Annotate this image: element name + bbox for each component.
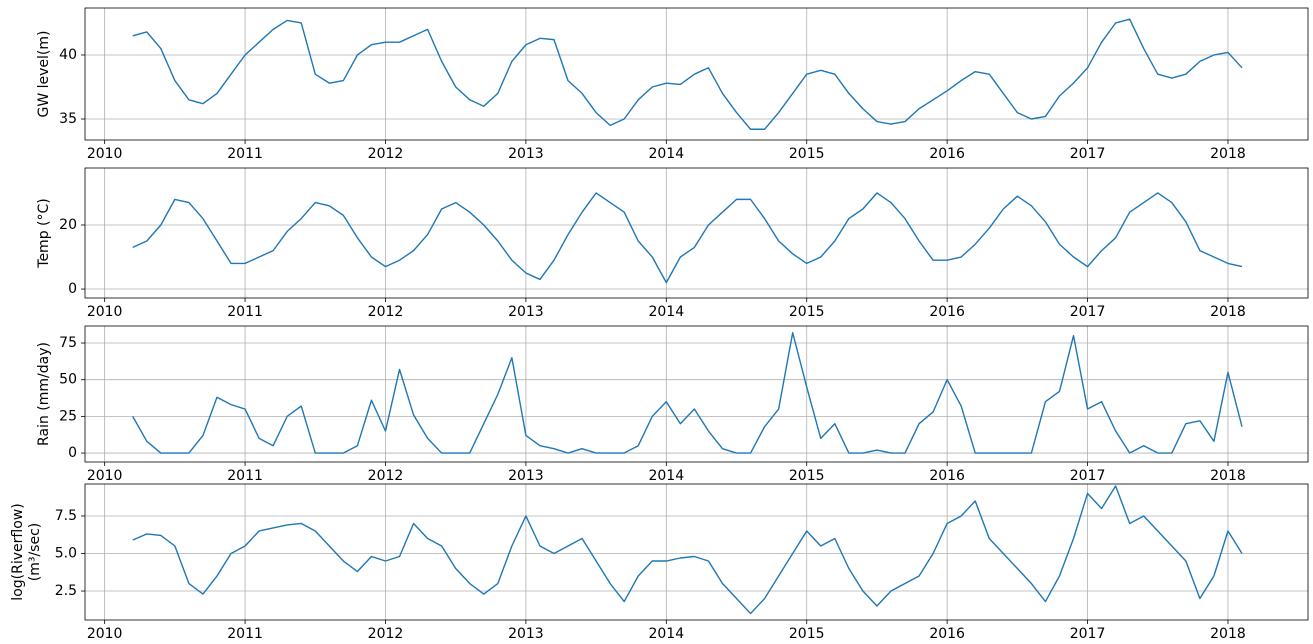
y-tick-label: 50 — [59, 372, 77, 388]
y-tick-label: 40 — [59, 47, 77, 63]
x-tick-label: 2011 — [227, 146, 263, 162]
x-tick-label: 2013 — [508, 304, 544, 320]
x-tick-label: 2014 — [648, 304, 684, 320]
subplot: 2010 2011 2012 2013 2014 2015 2016 2017 2018 0 25 5… — [36, 325, 1309, 484]
axes-frame — [84, 167, 1309, 299]
axes-frame — [84, 483, 1309, 621]
x-tick-label: 2014 — [648, 146, 684, 162]
x-tick-label: 2011 — [227, 304, 263, 320]
x-tick-label: 2013 — [508, 626, 544, 642]
subplot: 2010 2011 2012 2013 2014 2015 2016 2017 2018 35 40… — [36, 7, 1309, 162]
x-tick-label: 2015 — [789, 468, 825, 484]
y-tick-label: 7.5 — [55, 508, 77, 524]
x-tick-label: 2013 — [508, 468, 544, 484]
x-tick-label: 2012 — [368, 468, 404, 484]
x-tick-label: 2018 — [1210, 626, 1246, 642]
x-tick-label: 2012 — [368, 146, 404, 162]
x-tick-label: 2016 — [929, 626, 965, 642]
x-tick-label: 2013 — [508, 146, 544, 162]
y-tick-label: 2.5 — [55, 583, 77, 599]
data-line — [132, 192, 1243, 284]
y-axis-label: (m³/sec) — [27, 523, 43, 582]
y-tick-label: 20 — [59, 217, 77, 233]
axes-frame — [84, 325, 1309, 463]
x-tick-label: 2011 — [227, 468, 263, 484]
x-tick-label: 2016 — [929, 146, 965, 162]
y-axis-label: GW level(m) — [36, 31, 52, 118]
y-tick-label: 25 — [59, 408, 77, 424]
x-tick-label: 2015 — [789, 146, 825, 162]
x-tick-label: 2010 — [87, 626, 123, 642]
subplot: 2010 2011 2012 2013 2014 2015 2016 2017 2018 2.5 5… — [10, 483, 1309, 642]
y-tick-label: 0 — [68, 281, 77, 297]
x-tick-label: 2014 — [648, 626, 684, 642]
x-tick-label: 2015 — [789, 626, 825, 642]
data-line — [132, 485, 1243, 615]
x-tick-label: 2014 — [648, 468, 684, 484]
axes-frame — [84, 7, 1309, 141]
y-tick-label: 0 — [68, 445, 77, 461]
data-line — [132, 18, 1243, 130]
y-axis-label: Rain (mm/day) — [36, 342, 52, 446]
x-tick-label: 2012 — [368, 626, 404, 642]
y-tick-label: 75 — [59, 335, 77, 351]
x-tick-label: 2016 — [929, 304, 965, 320]
x-tick-label: 2011 — [227, 626, 263, 642]
x-tick-label: 2016 — [929, 468, 965, 484]
y-axis-label: log(Riverflow) — [10, 503, 26, 600]
y-tick-label: 35 — [59, 111, 77, 127]
y-axis-label: Temp (°C) — [36, 198, 52, 268]
x-tick-label: 2010 — [87, 146, 123, 162]
x-tick-label: 2017 — [1070, 304, 1106, 320]
x-tick-label: 2015 — [789, 304, 825, 320]
x-tick-label: 2017 — [1070, 626, 1106, 642]
x-tick-label: 2010 — [87, 468, 123, 484]
y-tick-label: 5.0 — [55, 546, 77, 562]
x-tick-label: 2010 — [87, 304, 123, 320]
x-tick-label: 2012 — [368, 304, 404, 320]
x-tick-label: 2017 — [1070, 146, 1106, 162]
data-line — [132, 332, 1243, 454]
x-tick-label: 2018 — [1210, 304, 1246, 320]
x-tick-label: 2018 — [1210, 468, 1246, 484]
subplot: 2010 2011 2012 2013 2014 2015 2016 2017 2018 0 20 T… — [36, 167, 1309, 320]
x-tick-label: 2017 — [1070, 468, 1106, 484]
x-tick-label: 2018 — [1210, 146, 1246, 162]
